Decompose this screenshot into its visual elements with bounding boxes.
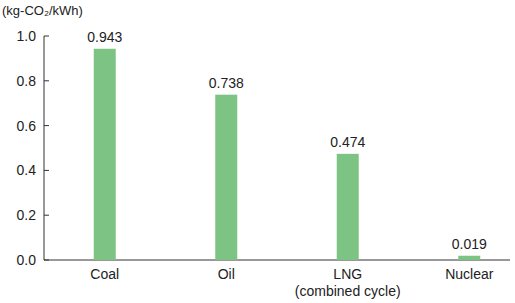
y-tick [44,215,49,216]
x-tick-label-line: Coal [90,266,119,282]
y-tick [44,170,49,171]
y-axis-label: (kg-CO₂/kWh) [2,3,83,18]
x-tick-label-line: Oil [218,266,235,282]
y-tick [44,125,49,126]
data-label: 0.019 [452,236,487,252]
bars [94,49,481,260]
x-tick-label: Coal [90,266,119,282]
data-label: 0.943 [87,29,122,45]
y-tick [44,36,49,37]
x-tick-label-line: LNG [333,266,362,282]
x-tick-label: Oil [218,266,235,282]
bar [94,49,116,260]
y-tick-label: 0.8 [17,73,37,89]
y-tick-label: 0.0 [17,252,37,268]
data-label: 0.738 [209,75,244,91]
x-tick-label: Nuclear [445,266,494,282]
y-tick [44,80,49,81]
y-axis-line [44,36,45,260]
y-tick-label: 0.4 [17,162,37,178]
bar [458,256,480,260]
chart-container: (kg-CO₂/kWh) 0.0 0.2 0.4 0.6 0.8 1.0 0.943 0.738… [0,0,515,303]
y-tick-label: 1.0 [17,28,37,44]
data-label: 0.474 [330,134,365,150]
bar [215,95,237,260]
chart-svg: (kg-CO₂/kWh) 0.0 0.2 0.4 0.6 0.8 1.0 0.943 0.738… [0,0,515,303]
x-tick-label: LNG(combined cycle) [295,266,401,299]
x-tick-label-line: (combined cycle) [295,283,401,299]
x-tick-label-line: Nuclear [445,266,494,282]
y-tick-label: 0.6 [17,118,37,134]
y-tick-label: 0.2 [17,207,37,223]
bar [337,154,359,260]
